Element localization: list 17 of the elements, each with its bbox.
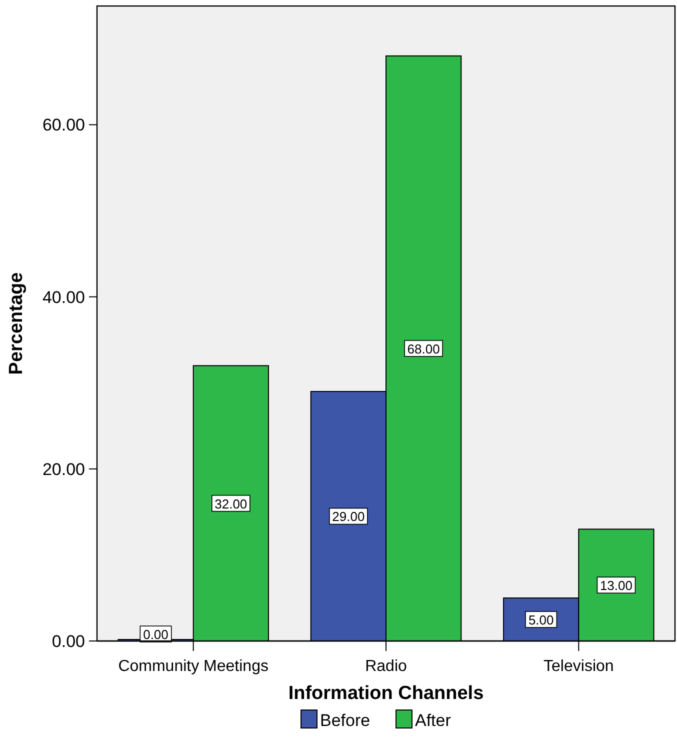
data-label: 13.00 bbox=[600, 578, 633, 594]
y-tick-label: 60.00 bbox=[42, 116, 85, 135]
y-tick-label: 40.00 bbox=[42, 288, 85, 307]
x-tick-label: Radio bbox=[365, 658, 407, 675]
data-label: 32.00 bbox=[214, 496, 248, 512]
data-label: 29.00 bbox=[332, 509, 365, 524]
x-axis-title: Information Channels bbox=[288, 683, 484, 704]
legend-label: Before bbox=[320, 711, 370, 730]
y-tick-label: 20.00 bbox=[42, 460, 85, 479]
data-label: 0.00 bbox=[143, 627, 168, 642]
data-label: 68.00 bbox=[407, 341, 440, 356]
data-label: 5.00 bbox=[528, 612, 554, 628]
legend-label: After bbox=[415, 711, 452, 730]
x-tick-label: Television bbox=[544, 658, 614, 675]
x-tick-label: Community Meetings bbox=[118, 658, 268, 675]
y-axis-title: Percentage bbox=[6, 272, 27, 375]
y-tick-label: 0.00 bbox=[52, 632, 85, 651]
